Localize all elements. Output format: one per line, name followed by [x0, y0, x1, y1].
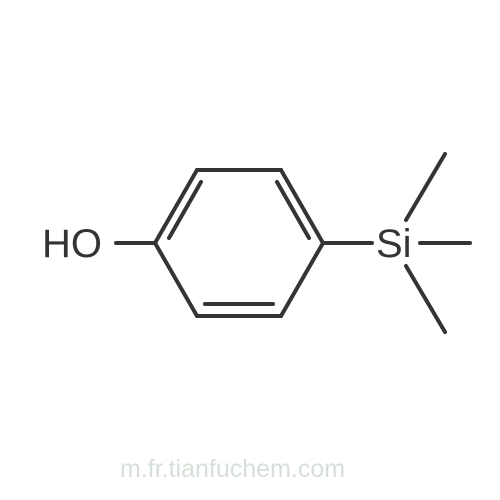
molecule-canvas: HO Si m.fr.tianfuchem.com — [0, 0, 500, 500]
molecule-svg — [0, 0, 500, 500]
